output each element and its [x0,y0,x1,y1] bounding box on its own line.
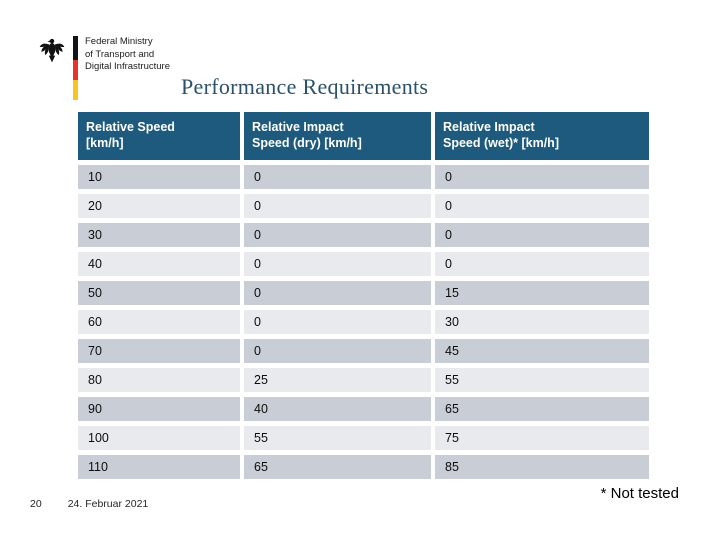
page-number: 20 [30,498,42,510]
table-cell: 40 [78,252,240,276]
table-cell: 0 [244,281,431,305]
table-cell: 85 [435,455,649,479]
footnote-not-tested: * Not tested [600,485,679,502]
table-cell: 0 [435,252,649,276]
ministry-logo: Federal Ministry of Transport and Digita… [38,31,170,100]
table-cell: 30 [78,223,240,247]
table-cell: 0 [244,339,431,363]
footer-date: 24. Februar 2021 [67,498,149,510]
table-cell: 65 [244,455,431,479]
column-header-impact-speed-wet: Relative Impact Speed (wet)* [km/h] [435,112,649,160]
table-cell: 65 [435,397,649,421]
table-cell: 100 [78,426,240,450]
table-cell: 30 [435,310,649,334]
german-flag-stripe [73,36,78,100]
table-cell: 70 [78,339,240,363]
column-header-relative-speed: Relative Speed [km/h] [78,112,240,160]
table-cell: 60 [78,310,240,334]
ministry-name: Federal Ministry of Transport and Digita… [85,36,170,74]
performance-table: Relative Speed [km/h] Relative Impact Sp… [78,112,649,479]
page-title: Performance Requirements [181,74,429,99]
table-cell: 0 [435,194,649,218]
table-cell: 75 [435,426,649,450]
table-cell: 55 [244,426,431,450]
table-cell: 0 [435,223,649,247]
table-cell: 0 [244,165,431,189]
table-cell: 80 [78,368,240,392]
column-header-impact-speed-dry: Relative Impact Speed (dry) [km/h] [244,112,431,160]
table-cell: 40 [244,397,431,421]
table-cell: 55 [435,368,649,392]
ministry-line: of Transport and [85,48,155,60]
ministry-line: Federal Ministry [85,36,153,47]
table-cell: 15 [435,281,649,305]
table-cell: 110 [78,455,240,479]
table-cell: 45 [435,339,649,363]
table-cell: 50 [78,281,240,305]
table-cell: 0 [435,165,649,189]
table-cell: 20 [78,194,240,218]
federal-eagle-icon [38,31,66,69]
slide-footer: 20 24. Februar 2021 [30,498,148,510]
table-cell: 90 [78,397,240,421]
table-cell: 10 [78,165,240,189]
table-cell: 0 [244,252,431,276]
ministry-line: Digital Infrastructure [85,61,171,72]
table-cell: 0 [244,310,431,334]
table-cell: 0 [244,194,431,218]
table-cell: 25 [244,368,431,392]
table-cell: 0 [244,223,431,247]
